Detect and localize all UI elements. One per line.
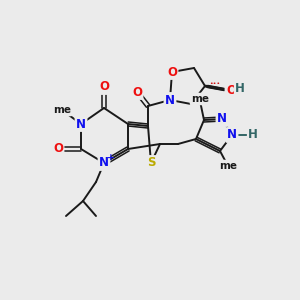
Text: O: O [99, 80, 109, 94]
Text: me: me [191, 94, 209, 104]
Text: O: O [226, 83, 236, 97]
Text: N: N [76, 118, 86, 130]
Text: •••: ••• [209, 80, 220, 86]
Text: O: O [53, 142, 63, 155]
Text: N: N [217, 112, 227, 125]
Text: N: N [227, 128, 237, 142]
Text: O: O [167, 65, 177, 79]
Text: +: + [107, 152, 115, 161]
Text: N: N [99, 157, 109, 169]
Text: H: H [248, 128, 258, 142]
Text: S: S [147, 157, 155, 169]
Text: me: me [219, 161, 237, 171]
Text: N: N [165, 94, 175, 106]
Text: O: O [132, 85, 142, 98]
Text: me: me [53, 105, 71, 115]
Text: H: H [235, 82, 245, 94]
